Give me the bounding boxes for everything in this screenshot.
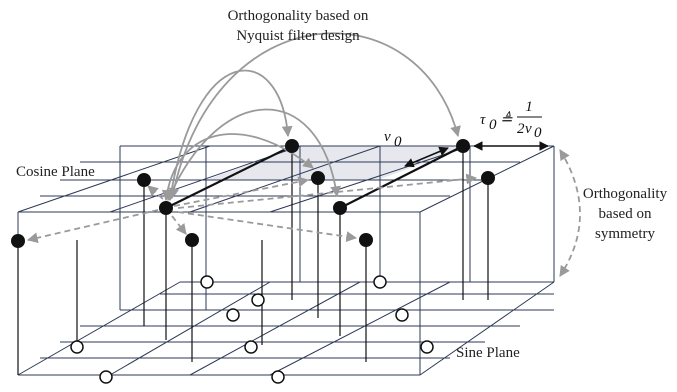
filled-dot [359, 233, 373, 247]
nyquist-label-line2: Nyquist filter design [236, 28, 360, 44]
open-dot [271, 370, 285, 384]
symmetry-label-line3: symmetry [595, 226, 655, 242]
frac-den-subscript: 0 [534, 125, 542, 141]
nyquist-arcs [161, 32, 461, 202]
open-dot [70, 340, 84, 354]
filled-dot [11, 234, 25, 248]
cosine-plane-label: Cosine Plane [16, 164, 95, 180]
nu0-label: ν 0 [384, 129, 402, 150]
tau-subscript: 0 [489, 117, 497, 133]
filled-dot [311, 171, 325, 185]
stems [17, 146, 489, 375]
symmetry-label-line2: based on [599, 206, 652, 222]
tau-definition: τ 0 ≜ 1 2 ν 0 [480, 99, 542, 141]
filled-dot [456, 139, 470, 153]
symmetry-label-line1: Orthogonality [583, 186, 668, 202]
open-dot [395, 308, 409, 322]
open-dot [99, 370, 113, 384]
frac-numerator: 1 [525, 99, 533, 115]
open-dot [200, 275, 214, 289]
nu-subscript: 0 [394, 134, 402, 150]
sine-plane-label: Sine Plane [456, 345, 520, 361]
filled-dot [159, 201, 173, 215]
open-dot [373, 275, 387, 289]
nyquist-label-line1: Orthogonality based on [228, 8, 369, 24]
open-dots [70, 275, 434, 384]
grid-box [17, 145, 555, 376]
open-dot [226, 308, 240, 322]
frac-den-coef: 2 [517, 121, 525, 137]
filled-dots [11, 139, 495, 248]
filled-dot [333, 201, 347, 215]
dimension-arrows [404, 141, 549, 168]
filled-dot [285, 139, 299, 153]
filled-dot [481, 171, 495, 185]
nu-symbol: ν [384, 129, 391, 145]
filled-dot [137, 173, 151, 187]
defeq-symbol: ≜ [500, 111, 513, 128]
open-dot [251, 293, 265, 307]
open-dot [244, 340, 258, 354]
open-dot [420, 340, 434, 354]
filled-dot [185, 233, 199, 247]
tau-symbol: τ [480, 112, 486, 128]
frac-den-nu: ν [525, 121, 532, 137]
